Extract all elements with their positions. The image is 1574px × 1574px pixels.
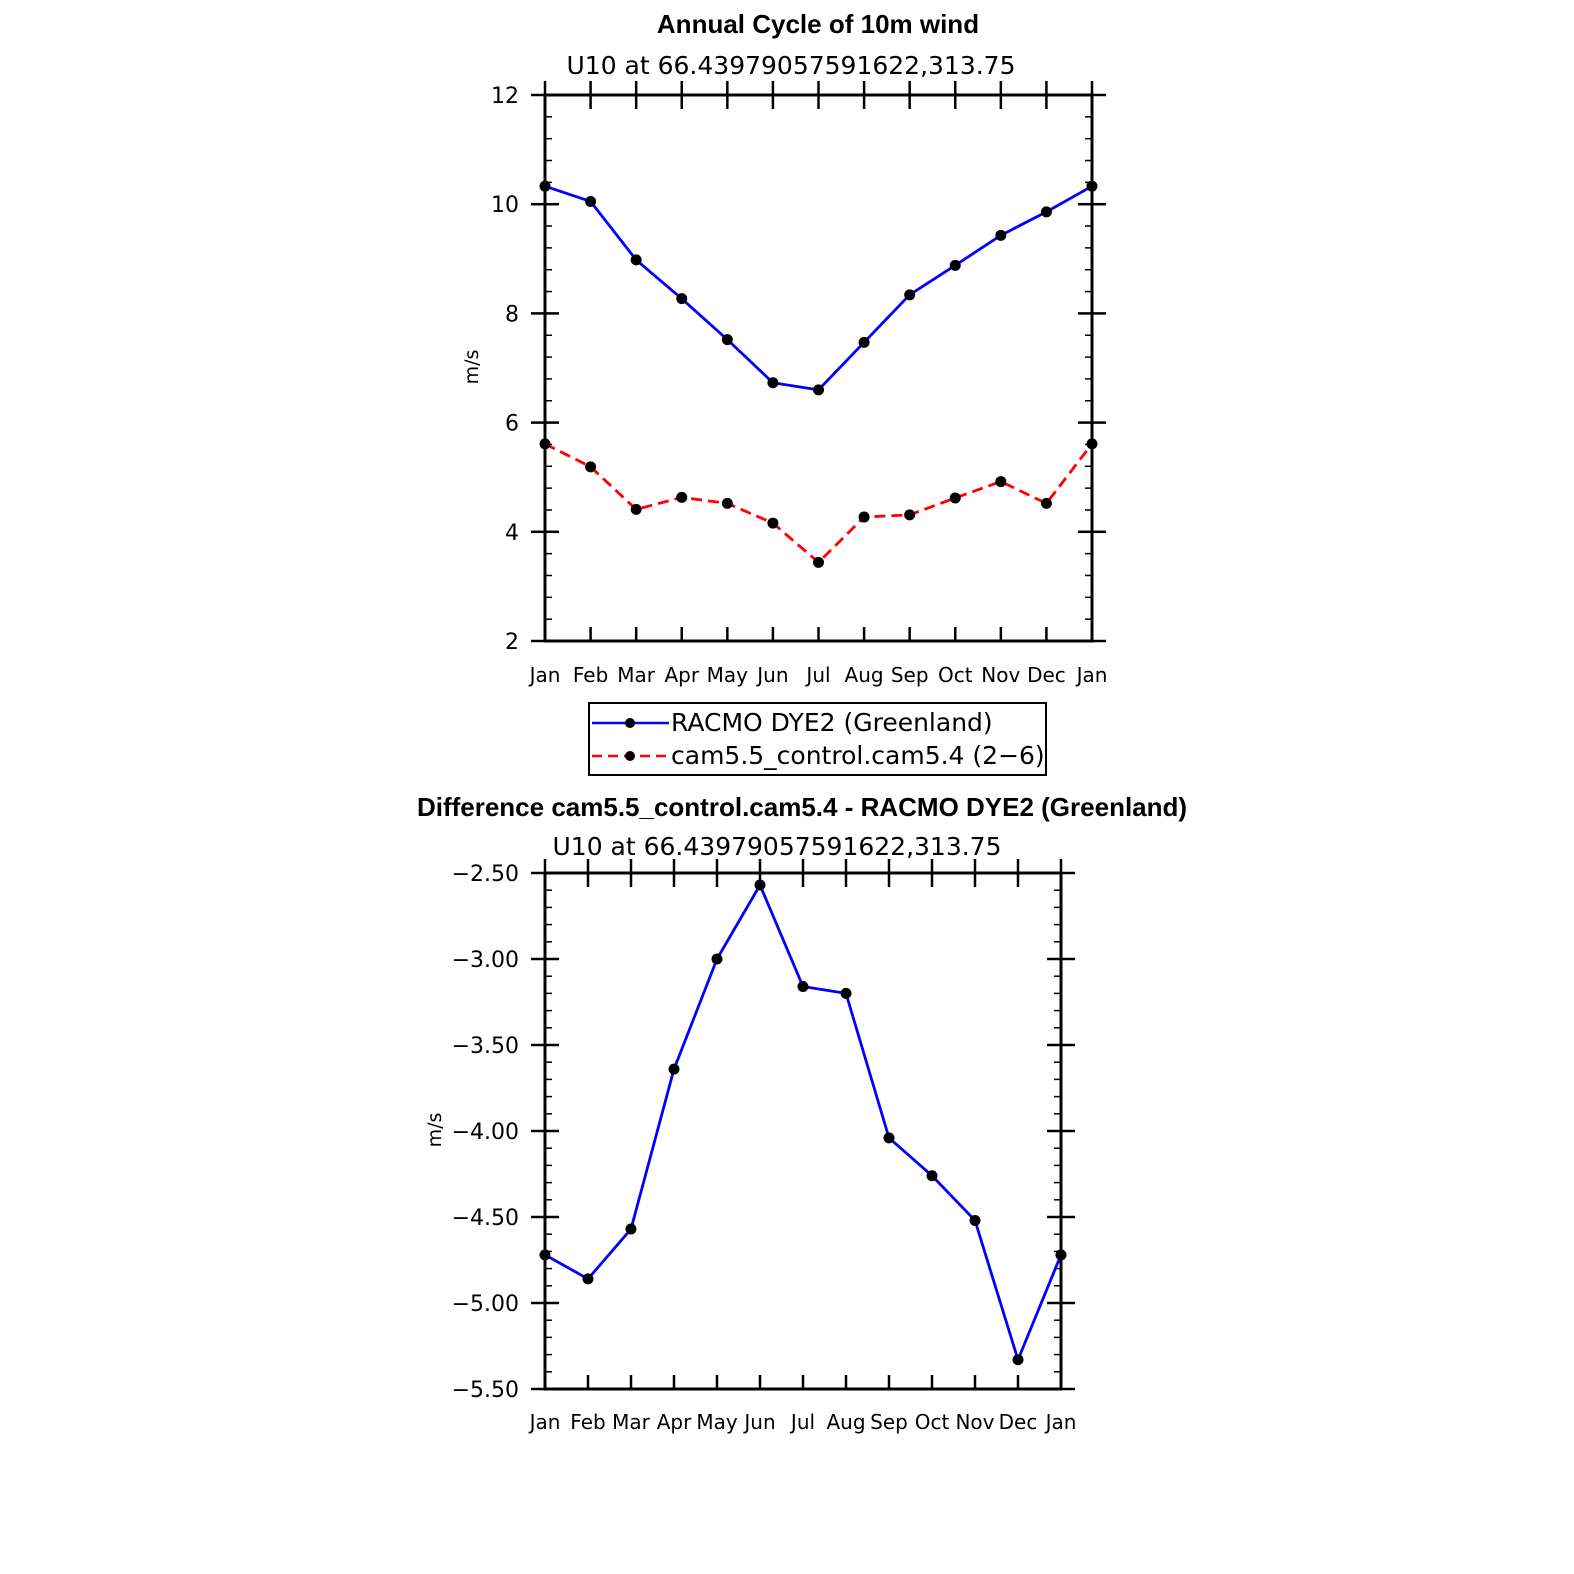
series-line-0 <box>544 184 1093 392</box>
y-tick-label: −4.50 <box>452 1206 519 1231</box>
x-tick-label: Jun <box>755 663 788 687</box>
data-point <box>949 259 961 271</box>
data-point <box>926 1170 938 1182</box>
data-point <box>1055 1249 1067 1261</box>
x-tick-label: Oct <box>915 1410 950 1434</box>
x-tick-label: Jul <box>804 663 830 687</box>
annual-cycle-chart: Annual Cycle of 10m wind U10 at 66.43979… <box>461 9 1107 776</box>
data-point <box>625 1223 637 1235</box>
x-tick-label: Jan <box>528 663 561 687</box>
data-point <box>676 293 688 305</box>
y-tick-label: 10 <box>491 193 519 218</box>
data-point <box>858 336 870 348</box>
x-tick-label: Feb <box>570 1410 605 1434</box>
data-point <box>539 180 551 192</box>
y-tick-label: −3.00 <box>452 948 519 973</box>
data-point <box>767 517 779 529</box>
plot-area: Jan Feb Mar Apr May Jun Jul Aug Sep Oct Nov Dec Jan 2… <box>491 81 1107 687</box>
chart-subtitle: U10 at 66.43979057591622,313.75 <box>567 51 1016 80</box>
y-tick-label: −5.50 <box>452 1378 519 1403</box>
x-tick-label: Nov <box>981 663 1020 687</box>
x-tick-label: Jan <box>528 1410 561 1434</box>
data-point <box>1086 438 1098 450</box>
data-point <box>668 1063 680 1075</box>
data-point <box>1040 497 1052 509</box>
legend-label-cam: cam5.5_control.cam5.4 (2−6) <box>671 741 1045 770</box>
x-tick-label: Sep <box>870 1410 908 1434</box>
data-point <box>539 1249 551 1261</box>
legend-label-racmo: RACMO DYE2 (Greenland) <box>671 708 993 737</box>
difference-chart: Difference cam5.5_control.cam5.4 - RACMO… <box>417 792 1187 1434</box>
data-point <box>883 1132 895 1144</box>
data-point <box>676 491 688 503</box>
data-point <box>721 497 733 509</box>
data-point <box>995 229 1007 241</box>
y-tick-label: 4 <box>505 521 519 546</box>
data-point <box>904 509 916 521</box>
x-tick-label: Jun <box>742 1410 775 1434</box>
chart-subtitle: U10 at 66.43979057591622,313.75 <box>553 832 1002 861</box>
data-point <box>813 556 824 568</box>
data-point <box>630 254 642 266</box>
data-point <box>858 511 870 523</box>
data-point <box>1086 180 1098 192</box>
data-point <box>1040 206 1052 218</box>
data-point <box>949 492 961 504</box>
x-tick-label: Jul <box>789 1410 815 1434</box>
x-tick-label: Mar <box>617 663 656 687</box>
x-tick-label: Feb <box>573 663 608 687</box>
y-tick-label: 6 <box>505 412 519 437</box>
x-tick-label: Dec <box>999 1410 1038 1434</box>
x-tick-label: Oct <box>938 663 973 687</box>
x-tick-label: Nov <box>955 1410 994 1434</box>
data-point <box>582 1273 594 1285</box>
x-tick-label: Sep <box>891 663 929 687</box>
data-point <box>969 1214 981 1226</box>
x-tick-label: Aug <box>826 1410 865 1434</box>
y-tick-label: 2 <box>505 630 519 655</box>
y-axis-label: m/s <box>424 1113 446 1148</box>
legend-frame <box>588 702 1047 776</box>
y-tick-label: −5.00 <box>452 1292 519 1317</box>
data-point <box>840 987 852 999</box>
x-tick-label: Aug <box>845 663 884 687</box>
legend-marker-cam <box>625 751 635 761</box>
data-point <box>585 195 597 207</box>
plot-frame <box>543 871 1063 1391</box>
y-tick-label: −4.00 <box>452 1120 519 1145</box>
x-tick-label: Apr <box>664 663 699 687</box>
legend: RACMO DYE2 (Greenland) cam5.5_control.ca… <box>588 702 1047 776</box>
data-point <box>585 461 597 473</box>
x-tick-label: Dec <box>1027 663 1066 687</box>
legend-marker-racmo <box>625 718 635 728</box>
x-tick-label: Mar <box>612 1410 651 1434</box>
data-point <box>995 476 1007 488</box>
data-point <box>630 503 642 515</box>
data-point <box>754 879 766 891</box>
data-point <box>813 384 824 396</box>
chart-title: Difference cam5.5_control.cam5.4 - RACMO… <box>417 792 1187 822</box>
x-tick-label: Jan <box>1075 663 1108 687</box>
data-point <box>797 981 809 993</box>
y-tick-label: −2.50 <box>452 862 519 887</box>
y-tick-label: 8 <box>505 302 519 327</box>
y-tick-label: 12 <box>491 84 519 109</box>
data-point <box>539 438 551 450</box>
y-tick-label: −3.50 <box>452 1034 519 1059</box>
series-line-1 <box>544 442 1094 564</box>
x-tick-label: May <box>707 663 749 687</box>
chart-title: Annual Cycle of 10m wind <box>657 9 979 39</box>
x-tick-label: Jan <box>1044 1410 1077 1434</box>
plot-area: Jan Feb Mar Apr May Jun Jul Aug Sep Oct Nov Dec Jan−… <box>452 859 1077 1434</box>
data-point <box>711 953 723 965</box>
data-point <box>904 289 916 301</box>
data-point <box>721 334 733 346</box>
series-line-0 <box>544 883 1063 1362</box>
x-tick-label: May <box>696 1410 738 1434</box>
x-tick-label: Apr <box>657 1410 692 1434</box>
y-axis-label: m/s <box>461 350 483 385</box>
data-point <box>767 377 779 389</box>
data-point <box>1012 1354 1024 1366</box>
